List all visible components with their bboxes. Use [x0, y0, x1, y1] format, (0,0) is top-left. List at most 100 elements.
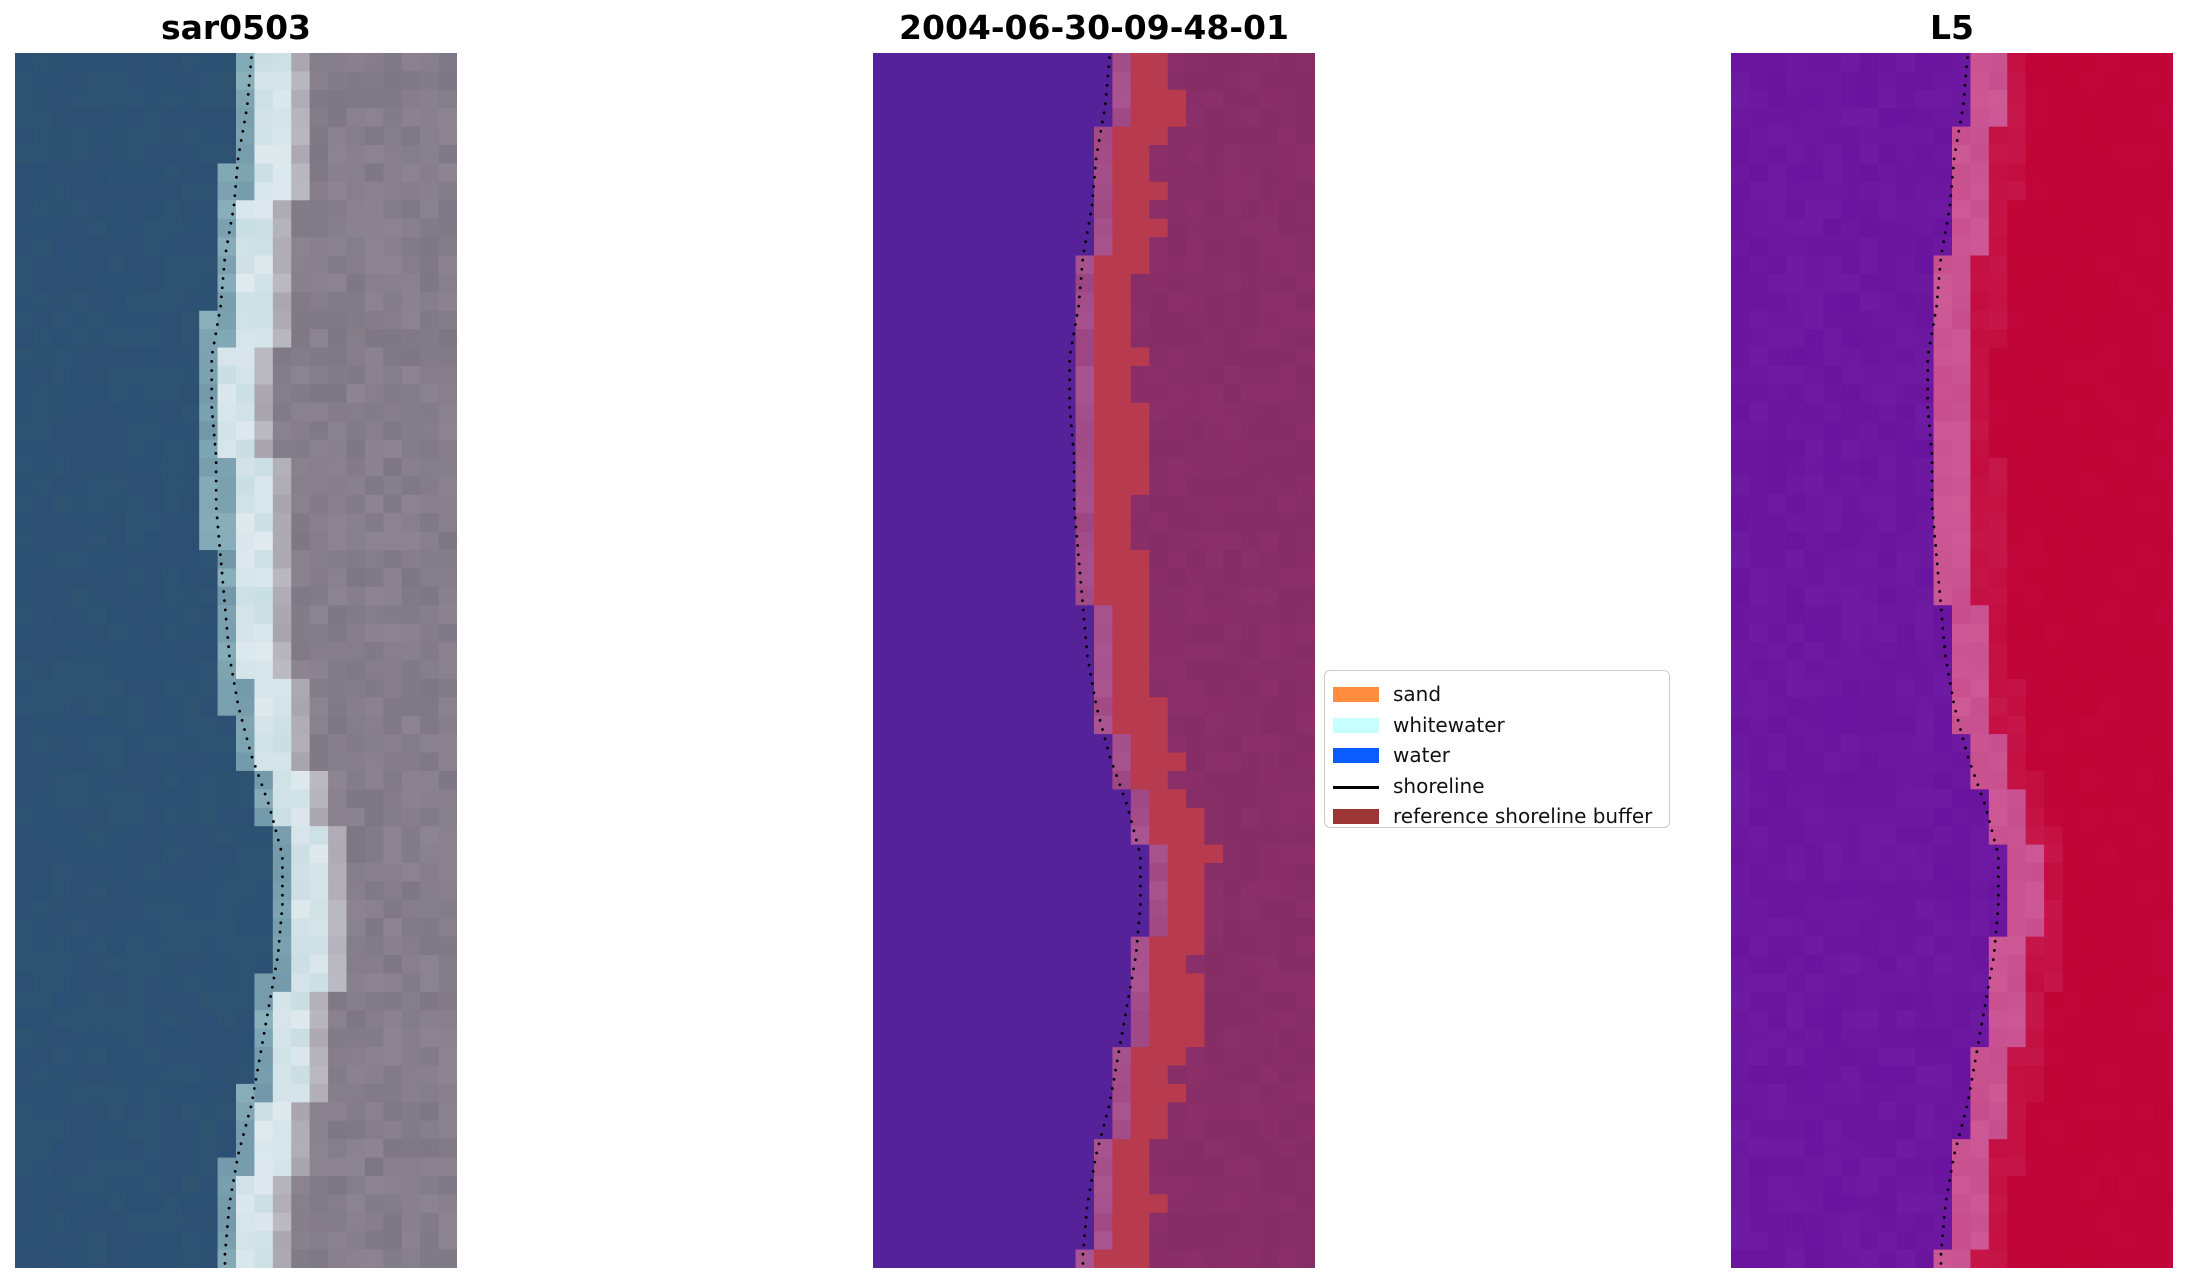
rgb-pixel	[33, 955, 53, 975]
classification-pixel	[1186, 494, 1206, 514]
classification-pixel	[1112, 365, 1132, 385]
classification-pixel	[909, 1157, 929, 1177]
rgb-pixel	[254, 1083, 274, 1103]
rgb-pixel	[364, 550, 384, 570]
rgb-pixel	[346, 1047, 366, 1067]
classification-pixel	[1241, 1139, 1261, 1159]
classification-pixel	[946, 218, 966, 238]
rgb-pixel	[272, 71, 292, 91]
rgb-pixel	[70, 936, 90, 956]
classification-pixel	[1241, 991, 1261, 1011]
classification-pixel	[1149, 770, 1169, 790]
classification-pixel	[1057, 513, 1077, 533]
index-pixel	[1915, 863, 1935, 883]
classification-pixel	[965, 439, 985, 459]
classification-pixel	[965, 826, 985, 846]
shoreline-point	[1109, 1096, 1113, 1100]
rgb-pixel	[70, 918, 90, 938]
rgb-pixel	[401, 108, 421, 128]
index-pixel	[1988, 1194, 2008, 1214]
rgb-pixel	[33, 973, 53, 993]
index-pixel	[1988, 89, 2008, 109]
rgb-pixel	[254, 586, 274, 606]
rgb-pixel	[346, 273, 366, 293]
classification-pixel	[983, 53, 1003, 73]
shoreline-point	[1079, 277, 1083, 280]
index-pixel	[1731, 586, 1751, 606]
index-pixel	[1952, 623, 1972, 643]
classification-pixel	[909, 1102, 929, 1122]
index-pixel	[1952, 586, 1972, 606]
index-pixel	[1731, 881, 1751, 901]
index-pixel	[2062, 439, 2082, 459]
classification-pixel	[873, 1212, 893, 1232]
rgb-pixel	[364, 89, 384, 109]
classification-pixel	[1259, 108, 1279, 128]
classification-pixel	[1167, 586, 1187, 606]
classification-pixel	[1057, 181, 1077, 201]
classification-pixel	[1038, 955, 1058, 975]
index-pixel	[1804, 752, 1824, 772]
rgb-pixel	[180, 605, 200, 625]
rgb-pixel	[51, 991, 71, 1011]
index-pixel	[2062, 292, 2082, 312]
index-pixel	[1915, 752, 1935, 772]
classification-pixel	[1259, 550, 1279, 570]
index-pixel	[1952, 237, 1972, 257]
rgb-pixel	[180, 1231, 200, 1251]
classification-pixel	[1130, 531, 1150, 551]
index-pixel	[1786, 550, 1806, 570]
index-pixel	[1952, 439, 1972, 459]
rgb-pixel	[364, 1212, 384, 1232]
index-pixel	[1896, 439, 1916, 459]
classification-pixel	[1296, 752, 1315, 772]
rgb-pixel	[15, 1047, 35, 1067]
classification-pixel	[891, 863, 911, 883]
classification-pixel	[946, 550, 966, 570]
rgb-pixel	[125, 697, 145, 717]
classification-pixel	[1057, 1157, 1077, 1177]
rgb-pixel	[420, 678, 440, 698]
index-pixel	[1731, 181, 1751, 201]
index-pixel	[2136, 181, 2156, 201]
index-pixel	[2044, 715, 2064, 735]
shoreline-point	[235, 166, 239, 170]
classification-pixel	[1296, 1231, 1315, 1251]
index-pixel	[1767, 1065, 1787, 1085]
classification-pixel	[1149, 844, 1169, 864]
classification-pixel	[891, 918, 911, 938]
classification-pixel	[928, 145, 948, 165]
rgb-pixel	[272, 329, 292, 349]
classification-pixel	[1204, 678, 1224, 698]
rgb-pixel	[309, 402, 329, 422]
index-pixel	[1915, 494, 1935, 514]
shoreline-point	[223, 258, 227, 262]
classification-pixel	[1222, 53, 1242, 73]
classification-pixel	[1130, 1175, 1150, 1195]
classification-pixel	[1057, 1249, 1077, 1268]
rgb-pixel	[15, 200, 35, 220]
classification-pixel	[1241, 255, 1261, 275]
index-pixel	[2007, 1157, 2027, 1177]
rgb-pixel	[236, 936, 256, 956]
index-pixel	[1878, 642, 1898, 662]
rgb-pixel	[364, 605, 384, 625]
classification-pixel	[909, 770, 929, 790]
classification-pixel	[1278, 863, 1298, 883]
index-pixel	[1859, 329, 1879, 349]
classification-pixel	[946, 1231, 966, 1251]
index-pixel	[2062, 1212, 2082, 1232]
index-pixel	[2117, 347, 2137, 367]
classification-pixel	[1149, 955, 1169, 975]
classification-pixel	[1057, 89, 1077, 109]
rgb-pixel	[420, 200, 440, 220]
rgb-pixel	[364, 734, 384, 754]
rgb-pixel	[420, 789, 440, 809]
rgb-pixel	[15, 292, 35, 312]
index-pixel	[1933, 1139, 1953, 1159]
classification-pixel	[928, 71, 948, 91]
index-pixel	[2099, 697, 2119, 717]
rgb-pixel	[291, 513, 311, 533]
index-pixel	[2025, 273, 2045, 293]
index-pixel	[1896, 494, 1916, 514]
